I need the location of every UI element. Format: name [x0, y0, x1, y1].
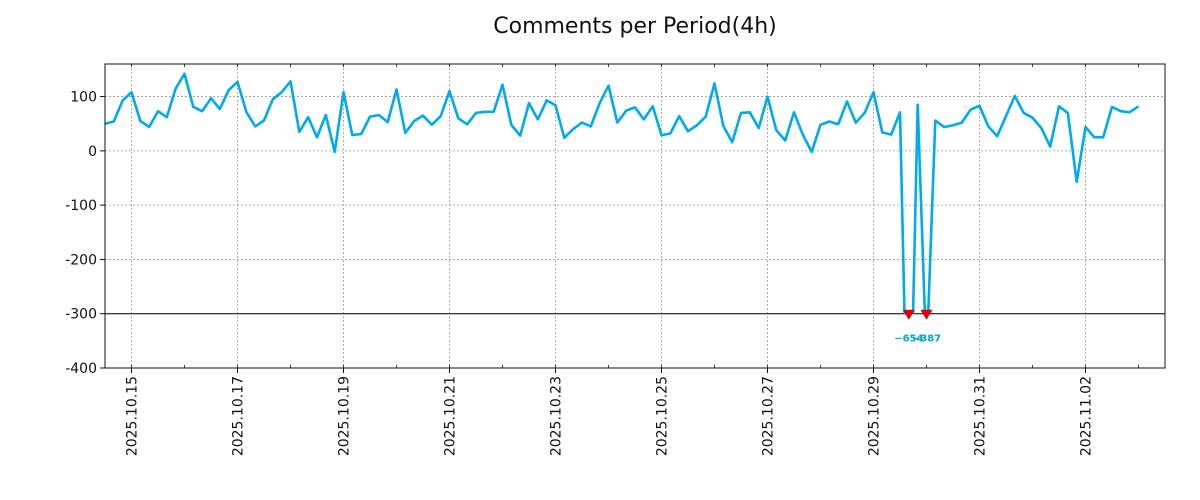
off-scale-label: −387 — [912, 334, 941, 345]
off-scale-marker — [920, 309, 933, 320]
x-tick-label: 2025.10.23 — [549, 376, 565, 456]
chart-title: Comments per Period(4h) — [493, 14, 777, 39]
x-tick-label: 2025.10.15 — [125, 376, 141, 456]
y-tick-label: 0 — [88, 144, 97, 160]
x-tick-label: 2025.11.02 — [1079, 376, 1095, 456]
off-scale-label: −654 — [894, 334, 923, 345]
x-tick-label: 2025.10.31 — [973, 376, 989, 456]
y-tick-label: -300 — [65, 307, 97, 323]
x-tick-label: 2025.10.17 — [231, 376, 247, 456]
off-scale-marker — [902, 309, 915, 320]
x-tick-label: 2025.10.27 — [761, 376, 777, 456]
y-tick-label: -100 — [65, 198, 97, 214]
x-tick-label: 2025.10.19 — [337, 376, 353, 456]
x-tick-label: 2025.10.25 — [655, 376, 671, 456]
y-tick-label: 100 — [70, 90, 97, 106]
x-tick-label: 2025.10.21 — [443, 376, 459, 456]
series-line — [105, 72, 1140, 314]
y-tick-label: -400 — [65, 361, 97, 377]
plot-frame — [104, 63, 1166, 369]
y-tick-label: -200 — [65, 252, 97, 268]
x-tick-label: 2025.10.29 — [867, 376, 883, 456]
